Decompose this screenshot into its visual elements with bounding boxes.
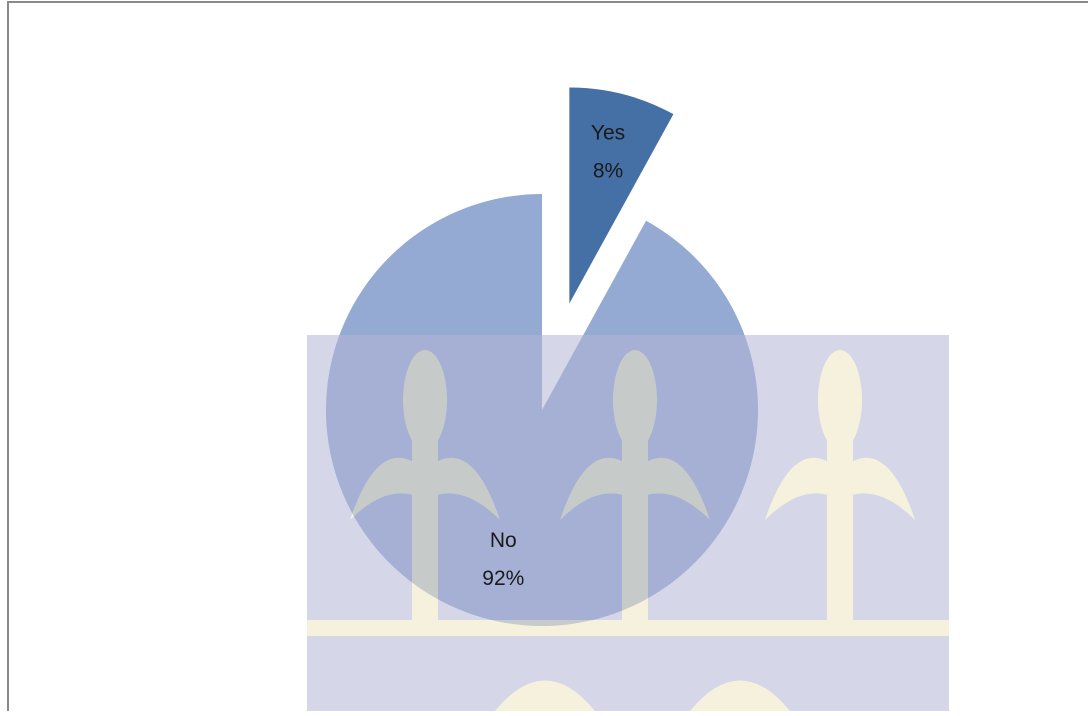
slice-label: No — [490, 529, 517, 552]
slice-value-label: 8% — [593, 159, 623, 182]
pie-slice — [569, 87, 674, 304]
watermark-trees — [307, 350, 949, 711]
watermark — [307, 335, 949, 715]
labels: Yes 8% No 92% — [482, 121, 625, 590]
slice-label: Yes — [591, 121, 625, 144]
slice-value-label: 92% — [482, 567, 524, 590]
